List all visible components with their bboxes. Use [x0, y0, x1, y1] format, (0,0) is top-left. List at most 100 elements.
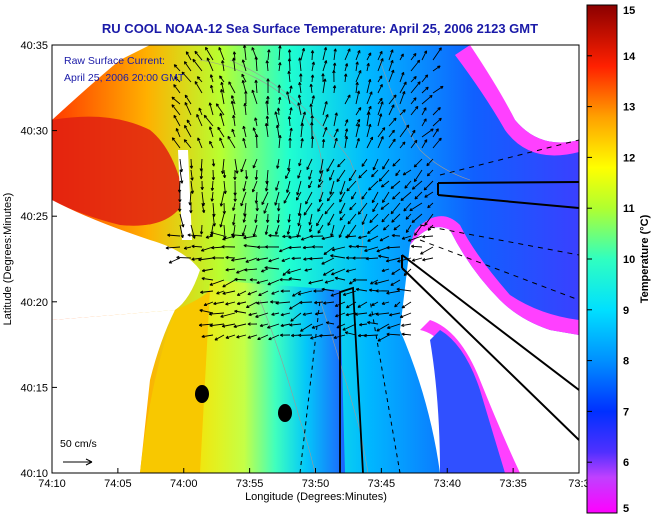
current-vector-arrow — [355, 287, 368, 292]
current-vector-arrow — [298, 81, 302, 94]
current-vector-arrow — [421, 50, 428, 61]
scale-arrow — [63, 458, 93, 466]
current-vector-arrow — [399, 53, 404, 61]
current-vector-arrow — [432, 117, 442, 127]
current-vector-arrow — [242, 213, 247, 223]
sst-field — [52, 45, 579, 473]
traffic-lane-dashed-5 — [419, 224, 579, 256]
current-vector-arrow — [196, 76, 203, 83]
current-vector-arrow — [333, 137, 338, 149]
current-vector-arrow — [220, 89, 225, 105]
current-vector-arrow — [377, 127, 386, 138]
current-vector-arrow — [288, 245, 302, 250]
current-vector-arrow — [206, 57, 214, 72]
current-vector-arrow — [305, 191, 313, 205]
current-vector-arrow — [177, 202, 182, 212]
current-vector-arrow — [388, 69, 395, 83]
current-vector-arrow — [205, 46, 214, 61]
current-vector-arrow — [278, 246, 291, 253]
current-vector-arrow — [376, 323, 390, 332]
current-vector-arrow — [278, 134, 282, 149]
current-vector-arrow — [388, 49, 394, 61]
x-tick-label: 73:40 — [433, 478, 461, 490]
current-vector-arrow — [421, 74, 429, 83]
current-vector-arrow — [247, 334, 258, 339]
current-vector-arrow — [388, 312, 401, 317]
colorbar-tick-label: 9 — [623, 305, 629, 317]
current-vector-arrow — [326, 191, 335, 202]
current-vector-arrow — [288, 235, 302, 240]
current-vector-arrow — [399, 141, 406, 149]
current-vector-arrow — [367, 320, 379, 325]
current-vector-arrow — [378, 169, 390, 182]
current-vector-arrow — [338, 224, 346, 238]
current-vector-arrow — [171, 96, 181, 105]
current-vector-arrow — [254, 79, 258, 94]
current-vector-arrow — [424, 213, 434, 226]
current-vector-arrow — [190, 169, 194, 181]
current-vector-arrow — [174, 76, 181, 83]
current-vector-arrow — [302, 245, 313, 250]
current-vector-arrow — [232, 57, 236, 72]
current-vector-arrow — [345, 268, 357, 273]
current-vector-arrow — [183, 139, 192, 149]
mooring-marker-1 — [195, 385, 209, 403]
current-vector-arrow — [377, 97, 383, 105]
coastal-warm-water — [52, 116, 185, 226]
current-vector-arrow — [332, 69, 336, 83]
current-vector-arrow — [355, 81, 359, 94]
current-vector-arrow — [394, 301, 401, 308]
current-vector-arrow — [346, 180, 357, 192]
current-vector-arrow — [220, 312, 236, 318]
current-vector-arrow — [289, 127, 293, 138]
cloud-edge-ne — [455, 45, 579, 156]
current-vector-arrow — [381, 191, 390, 203]
colorbar-tick-label: 11 — [623, 203, 635, 215]
current-vector-arrow — [268, 257, 280, 263]
current-vector-arrow — [399, 90, 406, 105]
current-vector-arrow — [399, 109, 406, 116]
current-vector-arrow — [348, 244, 357, 249]
colorbar-tick-label: 15 — [623, 5, 635, 17]
current-vector-arrow — [426, 158, 434, 167]
current-vector-arrow — [339, 202, 346, 215]
current-vector-arrow — [243, 243, 258, 248]
current-vector-arrow — [386, 323, 401, 330]
current-vector-arrow — [268, 233, 280, 238]
current-vector-arrow — [355, 118, 361, 127]
current-vector-arrow — [194, 50, 203, 61]
current-vector-arrow — [260, 268, 269, 273]
current-vector-arrow — [321, 235, 335, 240]
current-vector-arrow — [324, 202, 335, 215]
current-vector-arrow — [374, 279, 390, 285]
current-vector-arrow — [318, 169, 324, 183]
current-vector-arrow — [322, 101, 328, 116]
current-vector-arrow — [371, 169, 379, 178]
current-vector-arrow — [203, 114, 214, 127]
current-vector-arrow — [221, 60, 225, 72]
current-vector-arrow — [200, 246, 214, 252]
current-vector-arrow — [231, 128, 236, 138]
current-vector-arrow — [199, 169, 204, 180]
current-vector-arrow — [264, 245, 280, 249]
current-vector-arrow — [230, 95, 236, 105]
cloud-edge-se — [420, 320, 520, 473]
current-vector-arrow — [280, 323, 291, 328]
current-vector-arrow — [205, 235, 214, 239]
current-vector-arrow — [200, 180, 204, 191]
current-vector-arrow — [350, 191, 357, 200]
current-vector-arrow — [336, 169, 346, 183]
current-vector-arrow — [326, 158, 335, 172]
current-vector-arrow — [323, 246, 335, 256]
current-vector-arrow — [344, 119, 349, 127]
current-vector-arrow — [332, 62, 337, 72]
current-vector-arrow — [231, 257, 247, 262]
current-vector-arrow — [248, 312, 258, 317]
current-vector-arrow — [377, 334, 390, 342]
current-vector-arrow — [366, 62, 370, 72]
current-vector-arrow — [339, 180, 346, 195]
current-vector-arrow — [228, 81, 236, 94]
current-vector-arrow — [308, 279, 324, 285]
current-vector-arrow — [245, 257, 258, 263]
